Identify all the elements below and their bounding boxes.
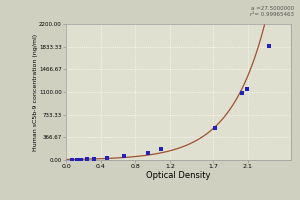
- Text: a =27.5000000
r²= 0.99965463: a =27.5000000 r²= 0.99965463: [250, 6, 294, 17]
- Y-axis label: Human sC5b-9 concentration (ng/ml): Human sC5b-9 concentration (ng/ml): [33, 33, 38, 151]
- X-axis label: Optical Density: Optical Density: [146, 171, 211, 180]
